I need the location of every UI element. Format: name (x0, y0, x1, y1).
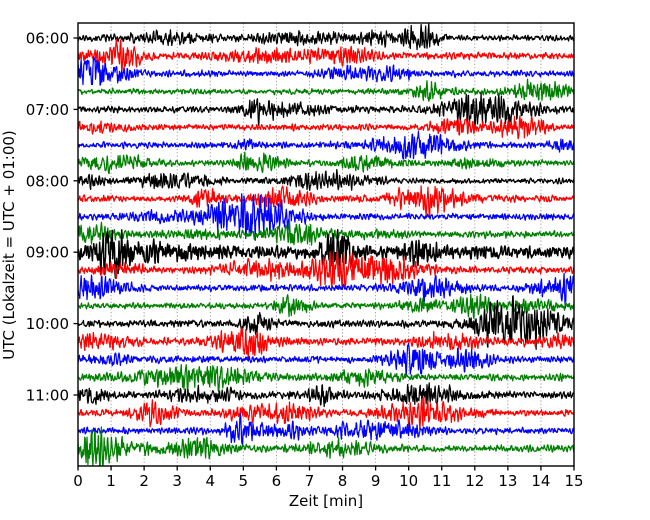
y-axis-label: UTC (Lokalzeit = UTC + 01:00) (0, 130, 18, 360)
x-tick-label: 4 (205, 472, 215, 490)
y-tick-label: 11:00 (26, 387, 69, 405)
y-axis-ticks: 06:00 07:00 08:00 09:00 10:00 11:00 (26, 30, 78, 405)
x-tick-label: 1 (106, 472, 116, 490)
x-tick-label: 0 (73, 472, 83, 490)
seismic-trace (78, 92, 574, 129)
seismic-traces (78, 23, 574, 466)
seismic-trace (78, 115, 574, 140)
x-tick-label: 7 (305, 472, 315, 490)
y-tick-label: 09:00 (26, 244, 69, 262)
x-tick-label: 8 (338, 472, 348, 490)
plot-frame (77, 22, 575, 467)
x-tick-label: 2 (139, 472, 149, 490)
y-tick-label: 08:00 (26, 172, 69, 190)
x-tick-label: 3 (172, 472, 182, 490)
seismic-trace (78, 272, 574, 309)
seismic-trace (78, 38, 574, 74)
seismic-trace (78, 396, 574, 430)
seismic-trace (78, 23, 574, 51)
x-tick-label: 5 (239, 472, 249, 490)
y-tick-label: 10:00 (26, 315, 69, 333)
traces-clip-group (78, 23, 574, 466)
x-tick-label: 13 (498, 472, 517, 490)
x-tick-label: 15 (564, 472, 583, 490)
x-tick-label: 12 (465, 472, 484, 490)
seismic-trace (78, 193, 574, 241)
seismic-trace (78, 78, 574, 102)
seismic-trace (78, 220, 574, 246)
seismic-trace (78, 364, 574, 393)
x-tick-label: 11 (432, 472, 451, 490)
seismic-trace (78, 342, 574, 377)
seismic-trace (78, 295, 574, 350)
seismic-trace (78, 229, 574, 279)
y-tick-label: 07:00 (26, 101, 69, 119)
x-axis-ticks: 0 1 2 3 4 5 6 7 8 9 10 11 12 13 14 15 (73, 466, 584, 490)
x-tick-label: 10 (399, 472, 418, 490)
seismic-trace (78, 168, 574, 191)
seismic-trace (78, 185, 574, 218)
x-tick-label: 14 (531, 472, 550, 490)
axes-frame (77, 22, 575, 467)
x-axis-label: Zeit [min] (289, 492, 363, 510)
seismic-trace (78, 250, 574, 291)
seismic-trace (78, 412, 574, 446)
seismic-trace (78, 382, 574, 408)
seismic-trace (78, 151, 574, 175)
x-tick-label: 6 (272, 472, 282, 490)
seismic-trace (78, 130, 574, 160)
seismic-trace (78, 56, 574, 86)
seismic-trace (78, 426, 574, 466)
seismic-trace (78, 327, 574, 359)
x-tick-label: 9 (371, 472, 381, 490)
y-tick-label: 06:00 (26, 30, 69, 48)
